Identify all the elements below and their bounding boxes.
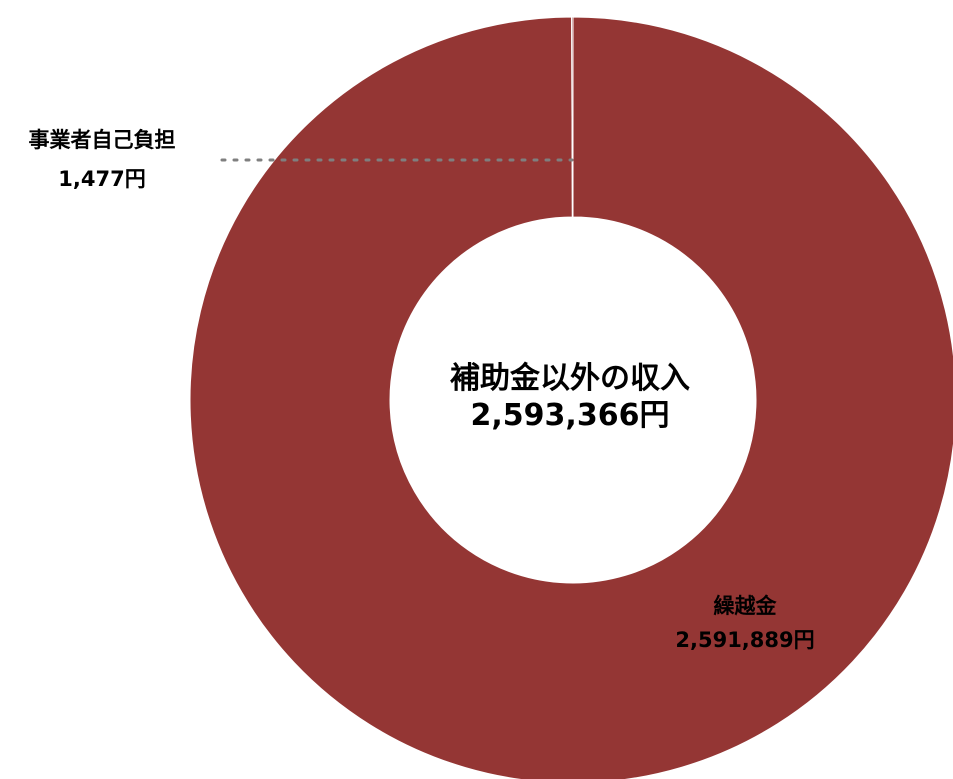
slice-label-name-事業者自己負担: 事業者自己負担 [29, 128, 176, 152]
slice-label-value-繰越金: 2,591,889円 [675, 628, 814, 652]
slice-label-name-繰越金: 繰越金 [714, 594, 778, 618]
slice-label-value-事業者自己負担: 1,477円 [58, 167, 145, 191]
slice-事業者自己負担 [571, 16, 574, 218]
center-label-value: 2,593,366円 [471, 398, 670, 433]
center-label-title: 補助金以外の収入 [449, 361, 690, 396]
